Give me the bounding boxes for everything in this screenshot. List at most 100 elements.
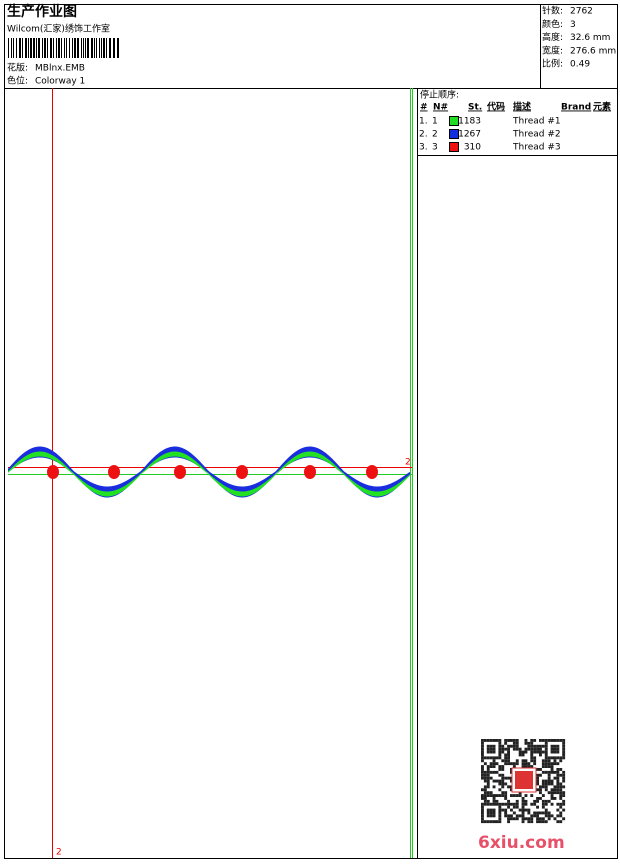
qr-module <box>504 762 508 766</box>
qr-module <box>489 791 493 795</box>
qr-module <box>507 817 510 821</box>
qr-module <box>495 802 499 806</box>
qr-module <box>544 756 548 760</box>
qr-module <box>539 785 542 789</box>
qr-module <box>559 756 563 760</box>
qr-module <box>547 759 551 763</box>
qr-module <box>510 762 513 766</box>
qr-module <box>553 762 557 766</box>
qr-module <box>507 805 510 809</box>
bar <box>56 38 57 58</box>
qr-module <box>530 750 534 754</box>
qr-module <box>515 794 519 797</box>
qr-module <box>521 814 525 818</box>
qr-module <box>527 765 531 768</box>
qr-module <box>507 747 510 751</box>
qr-module <box>510 814 513 818</box>
qr-module <box>544 820 548 824</box>
qr-module <box>536 779 539 783</box>
qr-module <box>489 820 493 824</box>
qr-module <box>512 747 516 751</box>
qr-module <box>486 820 490 824</box>
qr-module <box>550 802 554 806</box>
qr-module <box>562 770 566 774</box>
qr-module <box>550 770 554 774</box>
qr-module <box>512 762 516 766</box>
qr-module <box>501 768 505 771</box>
column-header: 元素 <box>593 101 611 113</box>
qr-module <box>507 776 510 780</box>
qr-module <box>510 817 513 821</box>
qr-module <box>481 797 484 800</box>
qr-module <box>559 782 563 786</box>
qr-module <box>544 814 548 818</box>
qr-module <box>544 765 548 768</box>
qr-module <box>486 808 490 812</box>
bar <box>72 38 73 58</box>
qr-module <box>504 794 508 797</box>
stitch-red <box>47 465 378 479</box>
qr-module <box>483 799 487 803</box>
qr-module <box>515 802 519 806</box>
qr-module <box>539 820 542 824</box>
qr-module <box>533 747 537 751</box>
design-label: 花版: <box>7 62 28 74</box>
column-header: 代码 <box>486 101 505 113</box>
qr-module <box>550 744 554 748</box>
stitch-dot <box>366 465 378 479</box>
qr-module <box>524 794 528 797</box>
column-header: Brand <box>561 103 591 113</box>
qr-module <box>501 759 505 763</box>
qr-module <box>536 799 539 803</box>
qr-module <box>495 770 499 774</box>
qr-module <box>556 820 560 824</box>
qr-module <box>492 811 496 815</box>
qr-module <box>562 776 566 780</box>
qr-module <box>492 744 496 748</box>
qr-module <box>486 785 490 789</box>
qr-module <box>533 739 537 742</box>
qr-module <box>559 797 563 800</box>
stitch-dot <box>174 465 186 479</box>
qr-module <box>521 762 525 766</box>
bar <box>22 38 23 58</box>
qr-module <box>504 791 508 795</box>
qr-module <box>530 747 534 751</box>
qr-module <box>530 753 534 757</box>
stat-value: 3 <box>570 20 576 30</box>
qr-module <box>550 747 554 751</box>
qr-module <box>550 814 554 818</box>
qr-module <box>504 797 508 800</box>
stat-value: 32.6 mm <box>570 33 610 43</box>
qr-module <box>530 817 534 821</box>
qr-module <box>562 756 566 760</box>
bar <box>94 38 95 58</box>
qr-module <box>556 814 560 818</box>
qr-module <box>518 808 522 812</box>
qr-module <box>512 744 516 748</box>
qr-module <box>527 762 531 766</box>
qr-module <box>507 750 510 754</box>
qr-module <box>483 802 487 806</box>
qr-module <box>481 776 484 780</box>
qr-module <box>536 776 539 780</box>
qr-module <box>559 794 563 797</box>
qr-module <box>547 756 551 760</box>
qr-module <box>510 768 513 771</box>
qr-module <box>501 785 505 789</box>
qr-module <box>539 750 542 754</box>
qr-module <box>544 747 548 751</box>
qr-module <box>510 770 513 774</box>
qr-module <box>524 750 528 754</box>
qr-module <box>527 744 531 748</box>
qr-module <box>486 739 490 742</box>
qr-module <box>521 759 525 763</box>
qr-module <box>489 747 493 751</box>
qr-module <box>492 739 496 742</box>
needle: 1 <box>432 117 438 127</box>
row-index: 1. <box>419 117 428 127</box>
qr-module <box>553 759 557 763</box>
stat-label: 宽度: <box>542 44 563 56</box>
qr-module <box>504 776 508 780</box>
